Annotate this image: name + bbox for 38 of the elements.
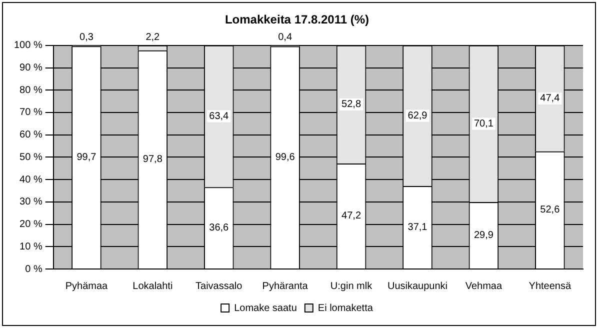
y-tick-label: 100 %	[14, 40, 42, 52]
y-tick-label: 40 %	[20, 174, 42, 186]
y-tick-label: 20 %	[20, 219, 42, 230]
y-tick-label: 0 %	[25, 264, 42, 275]
x-tick-label: Yhteensä	[528, 280, 572, 292]
data-label: 0,3	[80, 32, 94, 44]
x-tick-label: Vehmaa	[465, 280, 502, 292]
data-label: 0,4	[278, 32, 292, 44]
data-label: 70,1	[474, 118, 494, 130]
data-label: 99,7	[76, 152, 97, 164]
y-tick-label: 80 %	[20, 84, 42, 96]
y-tick-label: 30 %	[20, 196, 42, 208]
y-tick-label: 60 %	[20, 130, 42, 141]
data-label: 97,8	[142, 154, 163, 166]
data-label: 47,2	[342, 210, 362, 222]
x-tick-label: U:gin mlk	[330, 280, 374, 292]
data-label: 99,6	[275, 152, 296, 164]
x-tick-label: Taivassalo	[196, 280, 243, 292]
data-label: 2,2	[146, 32, 160, 44]
y-tick-label: 10 %	[20, 241, 42, 252]
x-tick-label: Uusikaupunki	[387, 280, 448, 292]
x-tick-label: Pyhäranta	[262, 280, 308, 292]
data-label: 62,9	[408, 110, 428, 122]
x-tick-label: Pyhämaa	[65, 280, 108, 292]
legend-label: Ei lomaketta	[318, 302, 374, 314]
x-tick-label: Lokalahti	[132, 280, 173, 292]
data-label: 52,8	[342, 99, 362, 110]
data-label: 47,4	[540, 93, 560, 104]
y-tick-label: 70 %	[20, 107, 42, 118]
data-label: 52,6	[540, 204, 560, 216]
data-label: 37,1	[408, 222, 428, 234]
y-tick-label: 50 %	[20, 152, 42, 163]
data-label: 63,4	[209, 111, 230, 122]
data-label: 36,6	[209, 222, 230, 234]
legend-label: Lomake saatu	[234, 302, 297, 314]
y-tick-label: 90 %	[20, 62, 42, 74]
chart-title: Lomakkeita 17.8.2011 (%)	[224, 12, 370, 27]
data-label: 29,9	[474, 230, 494, 242]
